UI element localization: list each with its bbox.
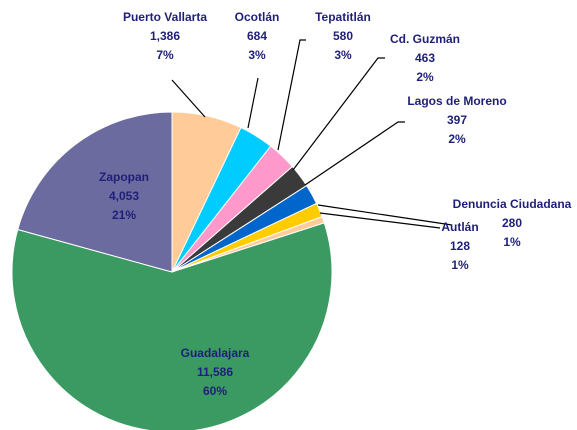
value-label: 4,053 [109, 189, 139, 203]
value-label: 280 [502, 216, 522, 230]
leader-line [319, 212, 441, 229]
percent-label: 1% [451, 258, 469, 272]
slice-label: Puerto Vallarta [123, 10, 207, 24]
slice-label: Guadalajara [181, 346, 250, 360]
percent-label: 7% [156, 48, 174, 62]
value-label: 580 [333, 29, 353, 43]
leader-line [292, 57, 385, 171]
pie-slice [11, 222, 333, 430]
percent-label: 2% [448, 132, 466, 146]
percent-label: 2% [416, 70, 434, 84]
value-label: 397 [447, 113, 467, 127]
value-label: 684 [247, 29, 267, 43]
slice-label: Cd. Guzmán [390, 32, 460, 46]
percent-label: 21% [112, 208, 136, 222]
slice-label: Autlán [441, 220, 478, 234]
slice-label: Denuncia Ciudadana [453, 197, 572, 211]
leader-line [317, 204, 453, 226]
percent-label: 3% [334, 48, 352, 62]
percent-label: 60% [203, 384, 227, 398]
slice-label: Lagos de Moreno [407, 94, 506, 108]
value-label: 11,586 [197, 365, 233, 379]
slice-label: Ocotlán [235, 10, 280, 24]
leader-line [304, 121, 405, 186]
slice-label: Zapopan [99, 170, 149, 184]
leader-line [171, 79, 206, 118]
pie-slice [17, 111, 173, 273]
percent-label: 1% [503, 235, 521, 249]
value-label: 463 [415, 51, 435, 65]
slice-label: Tepatitlán [315, 10, 371, 24]
value-label: 1,386 [150, 29, 180, 43]
value-label: 128 [450, 239, 470, 253]
percent-label: 3% [248, 48, 266, 62]
leader-line [277, 39, 306, 151]
leader-line [247, 77, 259, 129]
